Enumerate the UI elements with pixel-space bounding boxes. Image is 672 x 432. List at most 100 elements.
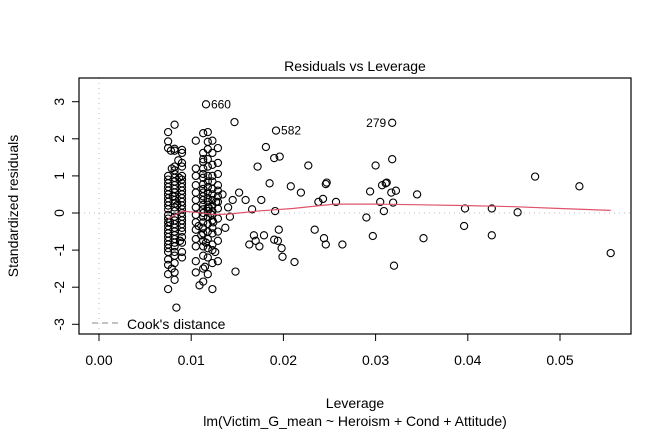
x-axis: 0.00 0.01 0.02 0.03 0.04 0.05: [85, 333, 574, 368]
data-point: [278, 252, 287, 261]
data-point: [203, 253, 212, 262]
data-point: [177, 238, 187, 247]
data-point: [322, 178, 331, 187]
data-point: [199, 264, 208, 273]
data-point: [208, 258, 217, 268]
data-point: [365, 187, 375, 196]
data-point: [199, 251, 208, 260]
data-point: [270, 153, 279, 163]
data-point: [228, 195, 237, 205]
data-point: [163, 127, 173, 137]
data-point: [175, 236, 185, 245]
y-tick-label: 1: [51, 172, 67, 180]
data-point: [487, 231, 496, 240]
data-point: [275, 152, 284, 161]
data-point: [230, 117, 239, 127]
data-point: [177, 145, 187, 155]
data-point: [251, 236, 260, 245]
data-point: [203, 270, 212, 279]
smoother-line-group: [167, 203, 611, 220]
data-point: [606, 248, 615, 258]
legend-label: Cook's distance: [127, 316, 226, 332]
data-point: [277, 244, 286, 253]
data-point: [213, 227, 223, 236]
labeled-data-point: [388, 118, 397, 127]
data-point: [163, 255, 173, 264]
data-point: [177, 253, 187, 262]
x-tick-label: 0.05: [546, 352, 573, 368]
data-point: [379, 206, 389, 216]
data-point: [270, 235, 279, 244]
data-point: [208, 136, 217, 145]
data-point: [213, 257, 223, 266]
labeled-data-point: [201, 100, 211, 109]
data-point: [223, 203, 233, 212]
data-point: [261, 142, 271, 152]
y-tick-label: -3: [51, 318, 67, 331]
data-point: [211, 197, 221, 207]
data-point: [321, 240, 330, 249]
data-point: [203, 182, 212, 192]
data-point: [530, 172, 540, 181]
data-point: [199, 179, 208, 189]
x-axis-label: Leverage: [326, 395, 385, 411]
data-point: [170, 120, 179, 129]
point-label: 582: [281, 124, 301, 138]
data-point: [200, 262, 210, 271]
data-point: [221, 223, 230, 232]
point-label: 279: [366, 116, 386, 130]
data-points: [163, 100, 615, 312]
data-point: [177, 227, 187, 236]
smoother-line: [167, 203, 611, 220]
data-point: [211, 247, 220, 257]
data-point: [168, 192, 177, 201]
data-point: [389, 261, 399, 270]
data-point: [459, 221, 469, 231]
data-point: [391, 186, 401, 195]
x-tick-label: 0.03: [362, 352, 389, 368]
data-point: [304, 161, 313, 170]
data-point: [273, 236, 283, 245]
data-point: [208, 171, 217, 181]
y-tick-label: -1: [51, 244, 67, 257]
data-point: [191, 257, 200, 266]
data-point: [513, 208, 522, 217]
cooks-distance-legend: Cook's distance: [92, 316, 226, 332]
data-point: [163, 284, 173, 294]
point-labels: 660 582 279: [211, 97, 387, 137]
data-point: [257, 195, 266, 205]
data-point: [177, 247, 187, 257]
data-point: [195, 281, 204, 290]
data-point: [259, 231, 269, 240]
data-point: [310, 225, 319, 234]
data-point: [208, 148, 217, 158]
data-point: [174, 156, 183, 165]
data-point: [203, 171, 212, 181]
data-point: [376, 197, 385, 207]
data-point: [177, 223, 187, 232]
data-point: [286, 182, 295, 191]
data-point: [170, 275, 179, 284]
data-point: [199, 129, 208, 138]
data-point: [213, 181, 223, 190]
point-label: 660: [211, 97, 231, 111]
x-tick-label: 0.00: [85, 352, 112, 368]
data-point: [274, 225, 283, 234]
data-point: [270, 206, 280, 216]
data-point: [321, 179, 330, 189]
data-point: [167, 264, 176, 273]
data-point: [387, 188, 396, 197]
data-point: [255, 242, 264, 251]
data-point: [213, 169, 223, 179]
data-point: [201, 238, 211, 247]
data-point: [575, 182, 584, 191]
data-point: [460, 204, 470, 213]
data-point: [199, 164, 208, 173]
data-point: [388, 198, 398, 207]
data-point: [177, 162, 187, 171]
data-point: [412, 190, 422, 199]
data-point: [199, 155, 208, 164]
data-point: [231, 267, 240, 276]
data-point: [371, 161, 380, 170]
